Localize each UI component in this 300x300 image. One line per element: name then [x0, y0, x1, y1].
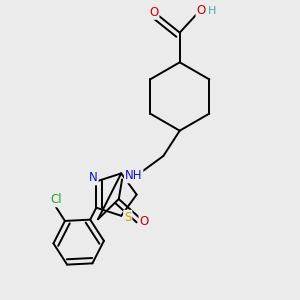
Text: N: N: [89, 171, 98, 184]
Text: O: O: [196, 4, 206, 17]
Text: NH: NH: [125, 169, 142, 182]
Text: O: O: [140, 215, 149, 228]
Text: H: H: [208, 6, 217, 16]
Text: Cl: Cl: [50, 193, 61, 206]
Text: S: S: [124, 211, 131, 224]
Text: O: O: [149, 6, 158, 19]
